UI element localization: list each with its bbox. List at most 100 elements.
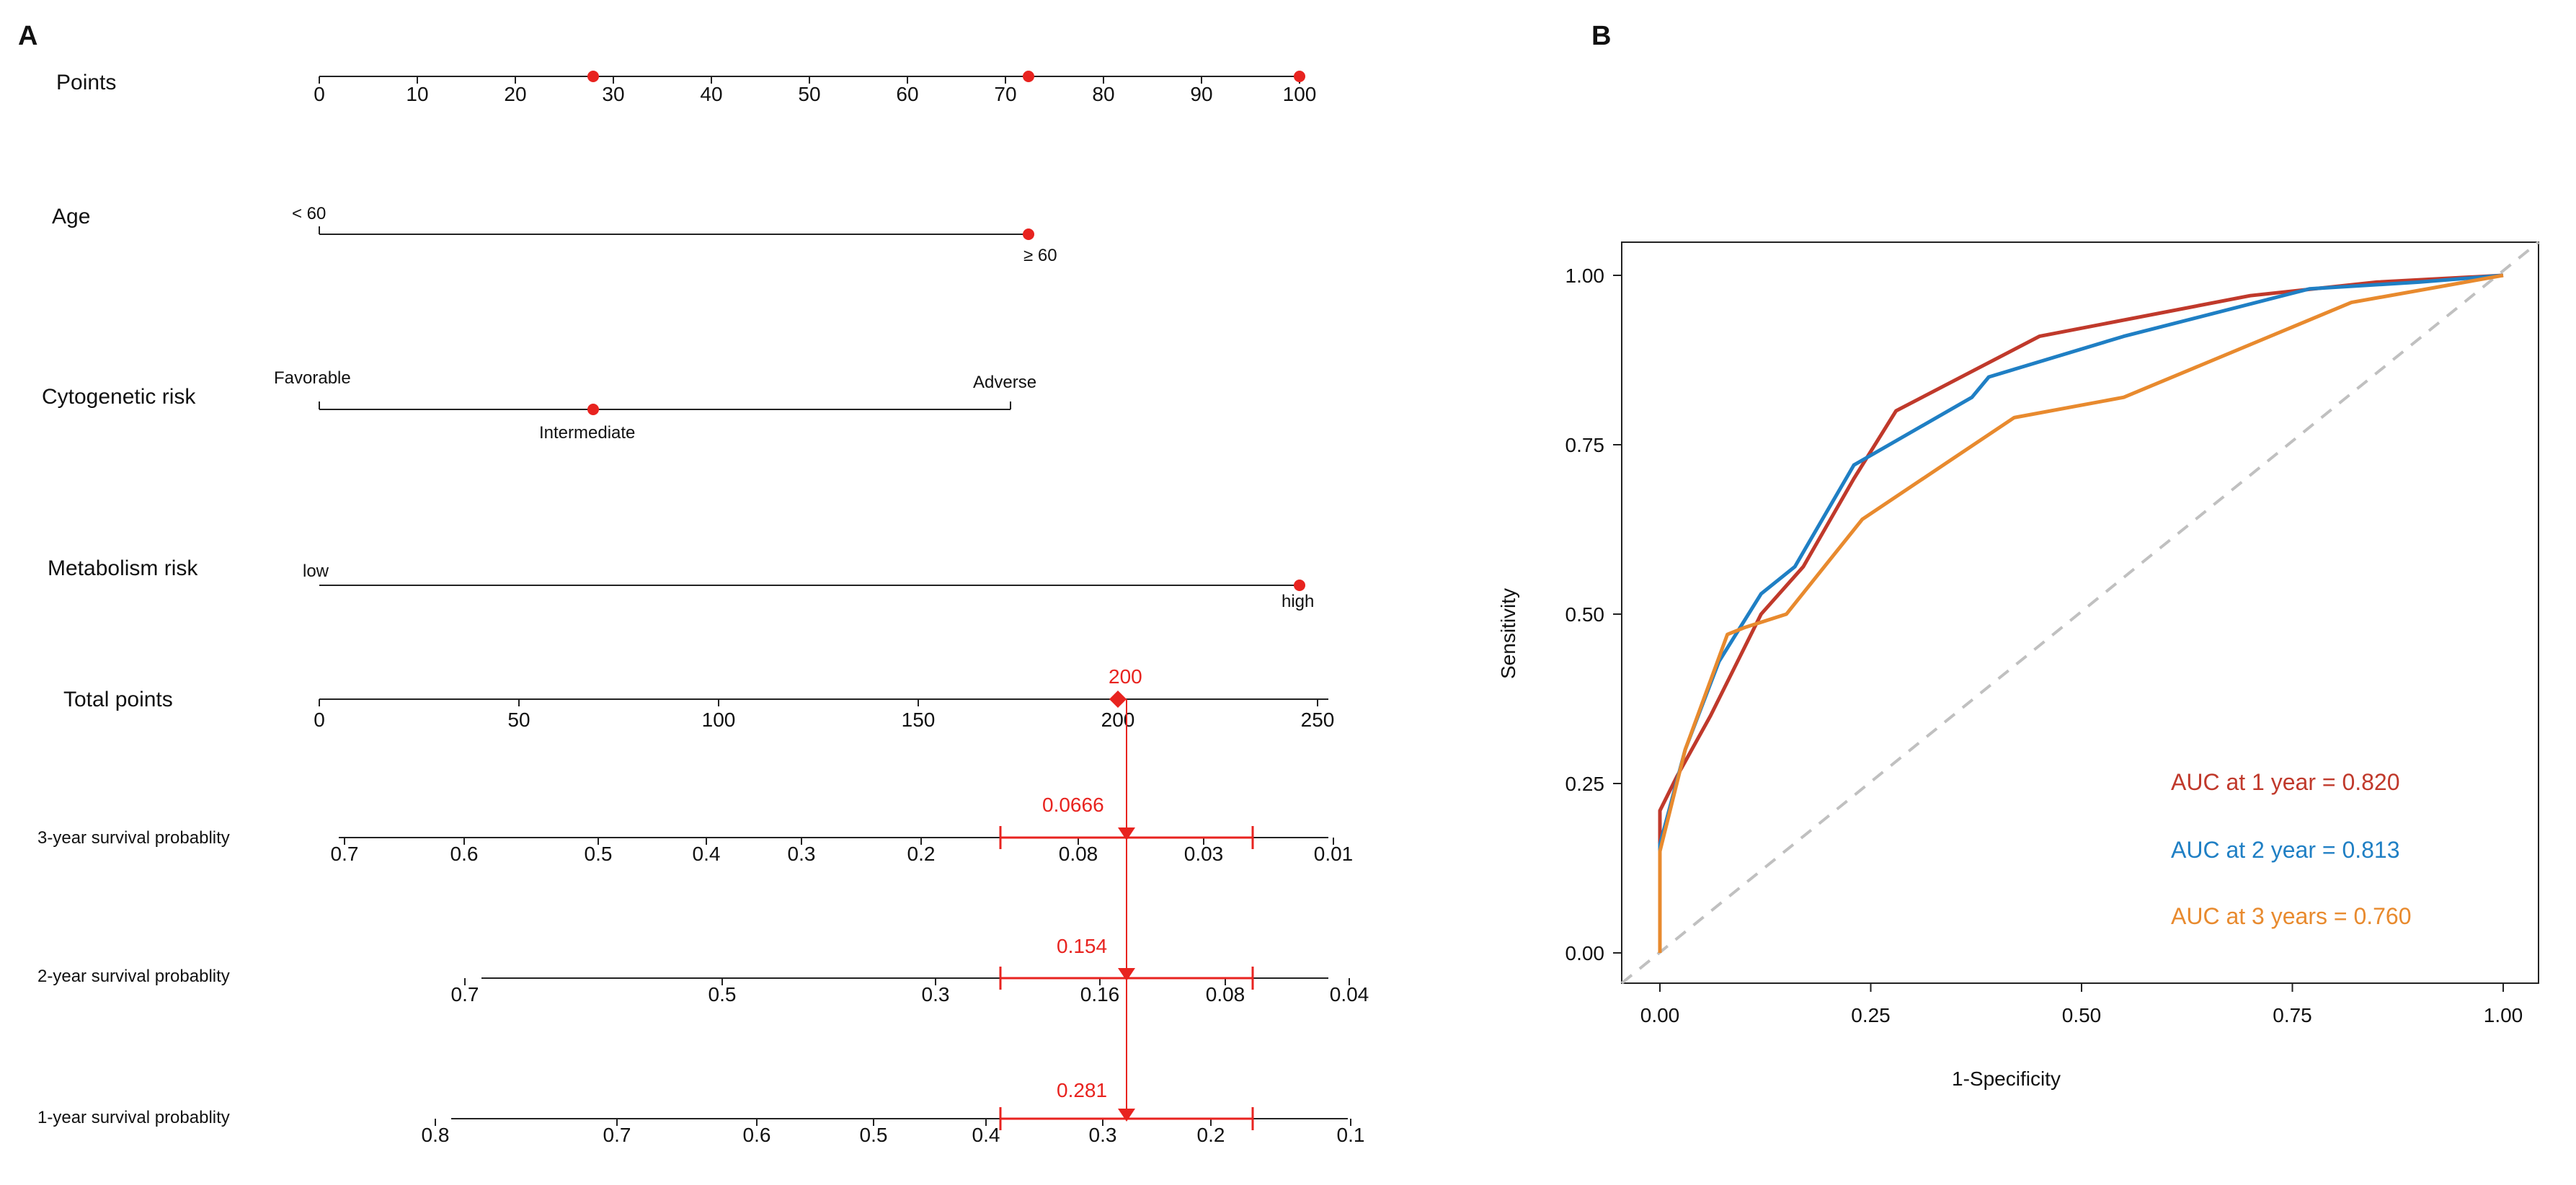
three-year-tick-label: 0.5 [585,843,613,865]
metabolism-level-high: high [1282,592,1314,611]
two-year-tick-label: 0.5 [709,983,737,1006]
three-year-tick-label: 0.3 [788,843,816,865]
two-year-ticks: 0.7 0.5 0.3 0.16 0.08 0.04 [451,978,1369,1006]
roc-axes: 0.00 0.25 0.50 0.75 1.00 0.00 0.25 0.50 0.75 1.00 [1565,265,2523,1026]
roc-curve-1 [1658,273,2504,953]
total-points-tick-label: 100 [702,709,736,731]
one-year-tick-label: 0.4 [972,1124,1000,1146]
one-year-tick-label: 0.3 [1089,1124,1117,1146]
total-points-value: 200 [1109,665,1142,688]
points-tick-label: 90 [1190,83,1212,105]
roc-curve-3 [1658,273,2504,953]
total-points-ticks: 0 50 100 150 200 250 [314,699,1334,731]
points-marker-metabolism [1294,71,1305,82]
points-tick-label: 30 [602,83,624,105]
row-label-age: Age [52,205,90,228]
points-tick-label: 0 [314,83,325,105]
points-ticks: 0 10 20 30 40 50 60 70 80 90 100 [314,76,1316,105]
points-tick-label: 20 [504,83,526,105]
points-tick-label: 40 [700,83,722,105]
roc-legend: AUC at 1 year = 0.820 AUC at 2 year = 0.8… [2171,769,2412,929]
y-tick-label: 0.75 [1565,434,1605,456]
total-points-tick-label: 150 [902,709,936,731]
legend-entry-3: AUC at 3 years = 0.760 [2171,903,2412,929]
x-tick-label: 0.25 [1851,1004,1891,1026]
y-tick-label: 1.00 [1565,265,1605,287]
points-tick-label: 100 [1283,83,1317,105]
two-year-tick-label: 0.16 [1080,983,1120,1006]
total-points-marker [1109,691,1127,708]
metabolism-marker [1294,580,1305,591]
three-year-prediction: 0.0666 [1042,794,1104,816]
legend-entry-2: AUC at 2 year = 0.813 [2171,837,2400,863]
points-marker-cytogenetic [587,71,599,82]
cytogenetic-marker [587,404,599,415]
panel-label-b: B [1591,21,1611,51]
cyto-level-intermediate: Intermediate [539,423,635,443]
row-label-2yr: 2-year survival probablity [37,967,230,986]
one-year-tick-label: 0.5 [860,1124,888,1146]
three-year-marker [1118,827,1135,840]
roc-plot-frame [1621,241,2539,984]
y-tick-label: 0.00 [1565,942,1605,964]
row-label-3yr: 3-year survival probablity [37,828,230,848]
one-year-tick-label: 0.7 [603,1124,631,1146]
nomogram: Points Age Cytogenetic risk Metabolism r… [37,71,1369,1146]
three-year-tick-label: 0.08 [1059,843,1098,865]
three-year-tick-label: 0.01 [1314,843,1354,865]
two-year-tick-label: 0.3 [922,983,950,1006]
points-tick-label: 80 [1092,83,1114,105]
total-points-tick-label: 0 [314,709,325,731]
x-tick-label: 0.50 [2062,1004,2102,1026]
one-year-prediction: 0.281 [1057,1079,1107,1101]
two-year-tick-label: 0.08 [1206,983,1245,1006]
legend-entry-1: AUC at 1 year = 0.820 [2171,769,2400,795]
three-year-tick-label: 0.2 [907,843,936,865]
three-year-tick-label: 0.6 [450,843,479,865]
age-level-ge60: ≥ 60 [1023,246,1057,265]
cyto-level-adverse: Adverse [973,373,1036,392]
row-label-points: Points [56,71,116,94]
three-year-ticks: 0.7 0.6 0.5 0.4 0.3 0.2 0.08 0.03 0.01 [331,838,1354,865]
total-points-tick-label: 50 [507,709,530,731]
three-year-tick-label: 0.7 [331,843,359,865]
roc-series [1658,273,2504,953]
two-year-prediction: 0.154 [1057,935,1107,957]
two-year-tick-label: 0.7 [451,983,479,1006]
one-year-tick-label: 0.1 [1337,1124,1365,1146]
y-axis-title: Sensitivity [1497,588,1519,679]
one-year-marker [1118,1109,1135,1122]
x-tick-label: 0.00 [1640,1004,1680,1026]
row-label-metabolism-risk: Metabolism risk [48,556,198,580]
y-tick-label: 0.25 [1565,773,1605,795]
age-level-lt60: < 60 [292,204,326,223]
y-tick-label: 0.50 [1565,603,1605,626]
one-year-tick-label: 0.8 [422,1124,450,1146]
points-tick-label: 60 [896,83,918,105]
roc-plot: 0.00 0.25 0.50 0.75 1.00 0.00 0.25 0.50 0.75 1.00… [1497,241,2540,1090]
three-year-tick-label: 0.03 [1184,843,1224,865]
row-label-1yr: 1-year survival probablity [37,1108,230,1127]
points-tick-label: 50 [798,83,820,105]
row-label-cytogenetic-risk: Cytogenetic risk [42,385,196,409]
one-year-ticks: 0.8 0.7 0.6 0.5 0.4 0.3 0.2 0.1 [422,1119,1365,1146]
cyto-level-favorable: Favorable [274,368,351,388]
x-axis-title: 1-Specificity [1952,1068,2061,1090]
row-label-total-points: Total points [63,688,173,711]
total-points-tick-label: 200 [1101,709,1135,731]
two-year-marker [1118,968,1135,981]
panel-label-a: A [18,21,37,51]
x-tick-label: 1.00 [2484,1004,2523,1026]
one-year-tick-label: 0.6 [743,1124,771,1146]
age-marker [1023,228,1034,240]
two-year-tick-label: 0.04 [1330,983,1369,1006]
x-tick-label: 0.75 [2273,1004,2312,1026]
points-marker-age [1023,71,1034,82]
points-tick-label: 70 [994,83,1016,105]
total-points-tick-label: 250 [1301,709,1335,731]
three-year-tick-label: 0.4 [693,843,721,865]
one-year-tick-label: 0.2 [1197,1124,1225,1146]
reference-diagonal [1620,241,2540,985]
points-tick-label: 10 [406,83,428,105]
